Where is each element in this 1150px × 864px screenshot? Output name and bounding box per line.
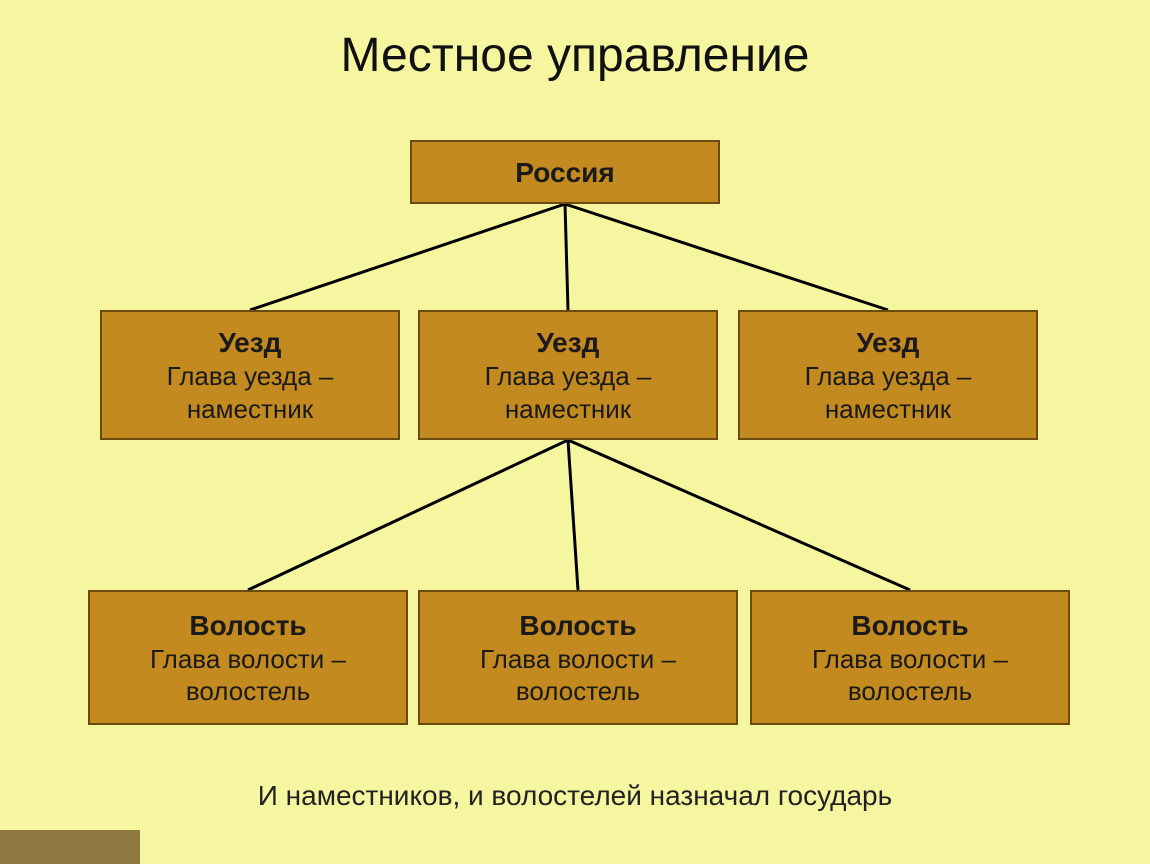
tree-node-v2: ВолостьГлава волости – волостель (418, 590, 738, 725)
edge-u2-v2 (568, 440, 578, 590)
node-subtitle: Глава волости – волостель (420, 643, 736, 708)
edge-root-u2 (565, 204, 568, 310)
tree-node-v3: ВолостьГлава волости – волостель (750, 590, 1070, 725)
node-subtitle: Глава уезда – наместник (740, 360, 1036, 425)
node-subtitle: Глава волости – волостель (752, 643, 1068, 708)
diagram-title: Местное управление (0, 28, 1150, 83)
tree-node-u3: УездГлава уезда – наместник (738, 310, 1038, 440)
node-title: Уезд (219, 325, 282, 360)
node-title: Уезд (537, 325, 600, 360)
node-subtitle: Глава волости – волостель (90, 643, 406, 708)
diagram-canvas: Местное управление РоссияУездГлава уезда… (0, 0, 1150, 864)
node-subtitle: Глава уезда – наместник (102, 360, 398, 425)
tree-node-root: Россия (410, 140, 720, 204)
decorative-strip (0, 830, 140, 864)
node-title: Россия (515, 155, 614, 190)
node-subtitle: Глава уезда – наместник (420, 360, 716, 425)
edge-u2-v3 (568, 440, 910, 590)
edge-u2-v1 (248, 440, 568, 590)
diagram-footer: И наместников, и волостелей назначал гос… (0, 780, 1150, 812)
node-title: Уезд (857, 325, 920, 360)
tree-node-u2: УездГлава уезда – наместник (418, 310, 718, 440)
node-title: Волость (851, 608, 968, 643)
edge-root-u3 (565, 204, 888, 310)
tree-node-u1: УездГлава уезда – наместник (100, 310, 400, 440)
node-title: Волость (519, 608, 636, 643)
tree-node-v1: ВолостьГлава волости – волостель (88, 590, 408, 725)
edge-root-u1 (250, 204, 565, 310)
node-title: Волость (189, 608, 306, 643)
